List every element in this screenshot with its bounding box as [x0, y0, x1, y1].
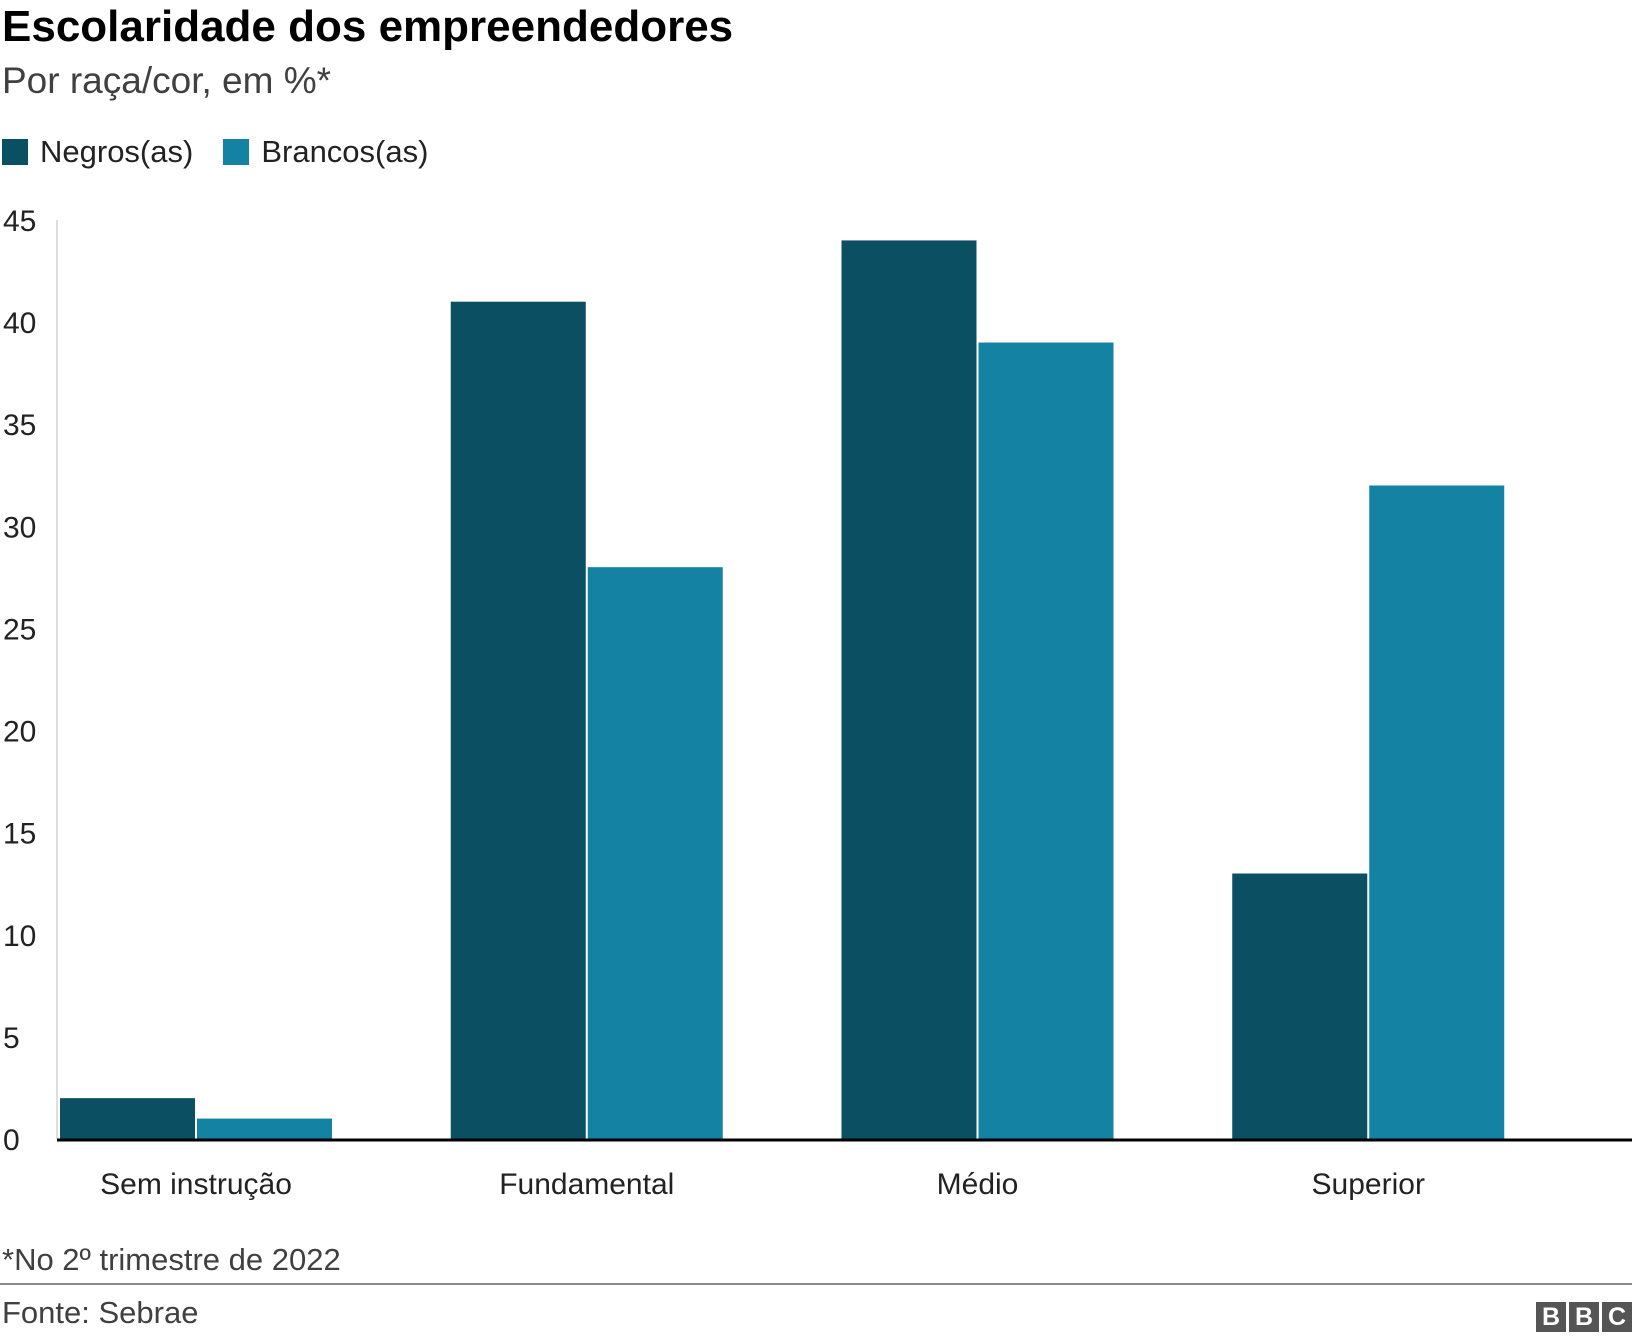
footnote: *No 2º trimestre de 2022 — [2, 1242, 341, 1277]
y-tick-label: 25 — [3, 613, 36, 646]
logo-letter: B — [1536, 1302, 1566, 1332]
logo-letter: C — [1602, 1302, 1632, 1332]
legend-swatch-negros — [2, 139, 28, 165]
bar-brancos — [197, 1118, 332, 1139]
x-tick-label: Superior — [1312, 1168, 1425, 1200]
x-tick-label: Fundamental — [499, 1168, 674, 1200]
bar-brancos — [587, 567, 723, 1139]
y-tick-label: 30 — [3, 511, 36, 544]
y-tick-label: 15 — [3, 818, 36, 851]
y-tick-label: 45 — [3, 205, 36, 238]
footer-divider — [0, 1283, 1632, 1285]
bar-chart: 0 5 10 15 20 25 30 35 40 45 Sem instrução Fundament… — [3, 205, 1632, 1200]
chart-title: Escolaridade dos empreendedores — [2, 2, 734, 51]
bar-negros — [1232, 873, 1368, 1139]
legend-item-negros: Negros(as) — [2, 134, 193, 170]
chart-subtitle: Por raça/cor, em %* — [2, 60, 332, 101]
x-tick-label: Sem instrução — [100, 1168, 292, 1200]
legend: Negros(as) Brancos(as) — [2, 134, 458, 170]
y-tick-label: 40 — [3, 307, 36, 340]
bar-negros — [841, 240, 977, 1139]
bar-negros — [450, 301, 586, 1139]
bar-brancos — [978, 342, 1114, 1139]
x-tick-label: Médio — [937, 1168, 1019, 1200]
y-tick-label: 35 — [3, 409, 36, 442]
y-tick-label: 20 — [3, 716, 36, 749]
y-tick-label: 0 — [3, 1124, 20, 1157]
source-text: Fonte: Sebrae — [2, 1295, 199, 1330]
y-tick-label: 10 — [3, 920, 36, 953]
legend-item-brancos: Brancos(as) — [223, 134, 428, 170]
y-tick-label: 5 — [3, 1022, 20, 1055]
legend-label-brancos: Brancos(as) — [261, 134, 429, 169]
legend-swatch-brancos — [223, 139, 250, 165]
legend-label-negros: Negros(as) — [40, 134, 194, 169]
bbc-logo: B B C — [1536, 1302, 1632, 1332]
bar-negros — [60, 1098, 195, 1139]
bar-brancos — [1369, 485, 1505, 1139]
logo-letter: B — [1569, 1302, 1599, 1332]
